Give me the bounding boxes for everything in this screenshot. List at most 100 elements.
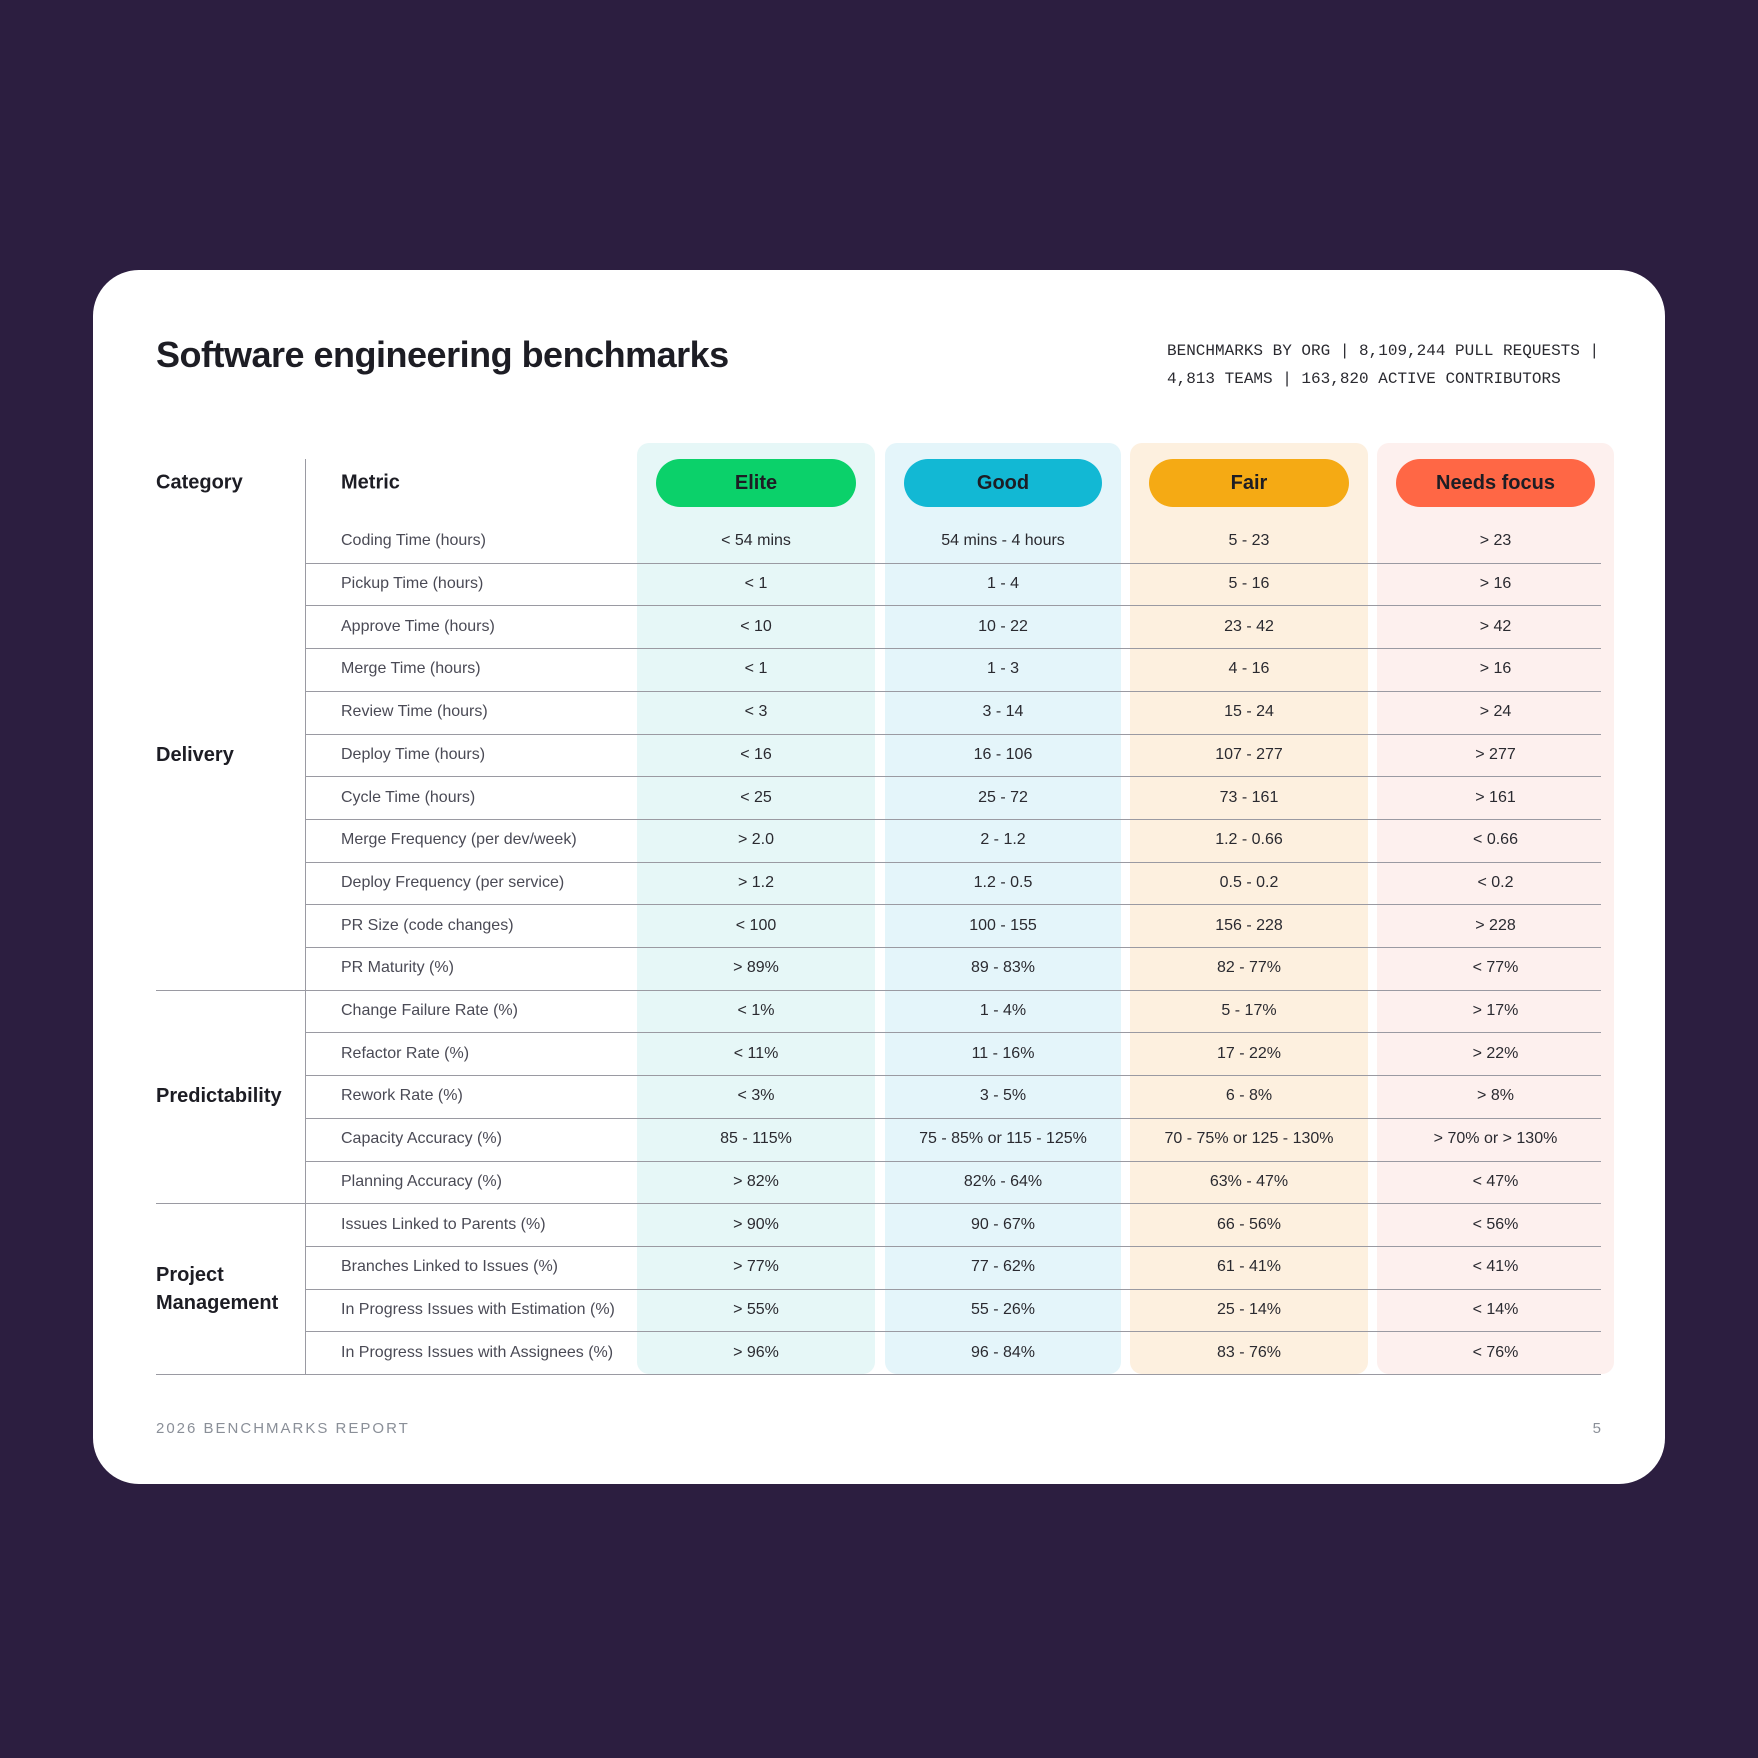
metric-name: Deploy Frequency (per service): [341, 873, 565, 891]
tier-badge: Needs focus: [1396, 459, 1595, 507]
tier-badge: Good: [904, 459, 1102, 507]
benchmark-value: < 76%: [1472, 1343, 1519, 1361]
benchmark-value: > 8%: [1477, 1087, 1514, 1105]
benchmark-value: < 1%: [737, 1002, 775, 1020]
benchmark-value: 61 - 41%: [1216, 1258, 1282, 1276]
benchmark-value: 17 - 22%: [1216, 1044, 1282, 1062]
footer-label: 2026 BENCHMARKS REPORT: [156, 1420, 410, 1437]
metric-name: Change Failure Rate (%): [341, 1002, 518, 1020]
benchmark-value: 107 - 277: [1215, 745, 1283, 763]
benchmark-value: 54 mins - 4 hours: [941, 532, 1065, 550]
metric-name: Planning Accuracy (%): [341, 1172, 502, 1190]
tier-column: [885, 443, 1121, 1374]
metric-name: Deploy Time (hours): [341, 745, 486, 763]
metric-name: Issues Linked to Parents (%): [341, 1215, 546, 1233]
benchmark-value: > 16: [1479, 660, 1512, 678]
row-line: [305, 648, 1601, 650]
benchmark-value: 1.2 - 0.5: [973, 873, 1033, 891]
benchmark-value: > 277: [1475, 745, 1516, 763]
benchmark-value: 73 - 161: [1219, 788, 1279, 806]
benchmark-value: 23 - 42: [1224, 617, 1274, 635]
category-name: Predictability: [156, 1085, 282, 1108]
row-line: [305, 733, 1601, 735]
benchmark-value: < 100: [735, 916, 777, 934]
metric-name: In Progress Issues with Estimation (%): [341, 1300, 615, 1318]
benchmark-value: 11 - 16%: [971, 1044, 1035, 1062]
benchmark-value: 100 - 155: [969, 916, 1037, 934]
benchmark-value: > 82%: [733, 1172, 779, 1190]
benchmark-value: 6 - 8%: [1225, 1087, 1273, 1105]
benchmark-value: 82% - 64%: [963, 1172, 1043, 1190]
benchmark-value: 55 - 26%: [970, 1300, 1036, 1318]
benchmark-value: > 16: [1479, 575, 1512, 593]
tier-column: [1130, 443, 1368, 1374]
category-name: Delivery: [156, 743, 234, 766]
row-line: [305, 947, 1601, 948]
stats-line: 4,813 TEAMS | 163,820 ACTIVE CONTRIBUTOR…: [1167, 370, 1561, 388]
benchmark-value: > 228: [1475, 916, 1516, 934]
row-line: [156, 1203, 1601, 1205]
metric-name: PR Maturity (%): [341, 959, 454, 977]
benchmark-value: 2 - 1.2: [980, 831, 1026, 849]
benchmark-value: 83 - 76%: [1216, 1343, 1282, 1361]
tier-column: [1377, 443, 1614, 1374]
benchmark-value: < 1: [744, 575, 768, 593]
benchmark-value: 70 - 75% or 125 - 130%: [1164, 1130, 1334, 1148]
metric-name: Refactor Rate (%): [341, 1044, 470, 1062]
title: Software engineering benchmarks: [156, 334, 729, 375]
benchmark-value: 25 - 14%: [1216, 1300, 1282, 1318]
benchmark-value: > 23: [1479, 532, 1512, 550]
benchmark-value: < 56%: [1472, 1215, 1519, 1233]
benchmark-value: 5 - 16: [1228, 575, 1270, 593]
benchmark-value: 16 - 106: [973, 745, 1033, 763]
benchmark-value: 66 - 56%: [1216, 1215, 1282, 1233]
metric-name: PR Size (code changes): [341, 916, 514, 934]
benchmark-value: 1 - 3: [986, 660, 1020, 678]
benchmark-value: 1 - 4: [986, 575, 1020, 593]
benchmark-value: > 96%: [733, 1343, 779, 1361]
benchmark-value: 77 - 62%: [970, 1258, 1036, 1276]
row-line: [305, 690, 1601, 692]
row-line: [305, 1075, 1601, 1077]
benchmark-value: 1 - 4%: [979, 1002, 1027, 1020]
benchmark-value: < 54 mins: [721, 532, 791, 550]
row-line: [305, 1032, 1601, 1034]
benchmark-value: > 24: [1479, 703, 1512, 721]
benchmark-value: 3 - 5%: [979, 1087, 1027, 1105]
metric-name: Merge Time (hours): [341, 660, 481, 678]
benchmark-value: < 0.66: [1473, 831, 1518, 849]
benchmark-value: > 89%: [733, 959, 779, 977]
benchmark-value: < 10: [740, 617, 772, 635]
row-line: [305, 1160, 1601, 1162]
metric-name: Approve Time (hours): [341, 617, 495, 635]
stats-line: BENCHMARKS BY ORG | 8,109,244 PULL REQUE…: [1167, 342, 1600, 360]
benchmark-value: 96 - 84%: [970, 1343, 1036, 1361]
benchmark-value: < 25: [740, 788, 772, 806]
metric-name: Merge Frequency (per dev/week): [341, 831, 577, 849]
benchmark-value: 90 - 67%: [970, 1215, 1036, 1233]
column-header: Metric: [341, 471, 400, 494]
benchmark-value: 75 - 85% or 115 - 125%: [919, 1130, 1087, 1148]
benchmark-value: 4 - 16: [1228, 660, 1270, 678]
benchmark-value: > 77%: [733, 1258, 779, 1276]
metric-name: Branches Linked to Issues (%): [341, 1258, 558, 1276]
benchmark-value: < 14%: [1472, 1300, 1519, 1318]
tier-badge: Elite: [656, 459, 856, 507]
tier-column: [637, 443, 875, 1374]
benchmark-value: 1.2 - 0.66: [1215, 831, 1283, 849]
divider: [305, 459, 306, 1374]
benchmark-value: > 1.2: [737, 873, 775, 891]
benchmark-value: > 42: [1479, 617, 1512, 635]
benchmark-value: > 2.0: [737, 831, 775, 849]
benchmark-value: < 0.2: [1477, 873, 1514, 891]
benchmark-value: < 11%: [733, 1044, 779, 1062]
benchmark-value: 5 - 23: [1228, 532, 1270, 550]
page-number: 5: [1592, 1420, 1601, 1437]
metric-name: Rework Rate (%): [341, 1087, 463, 1105]
row-line: [305, 1288, 1601, 1290]
benchmark-value: 25 - 72: [978, 788, 1028, 806]
benchmark-value: 63% - 47%: [1209, 1172, 1289, 1190]
benchmark-value: > 90%: [733, 1215, 779, 1233]
benchmark-value: 89 - 83%: [970, 959, 1036, 977]
